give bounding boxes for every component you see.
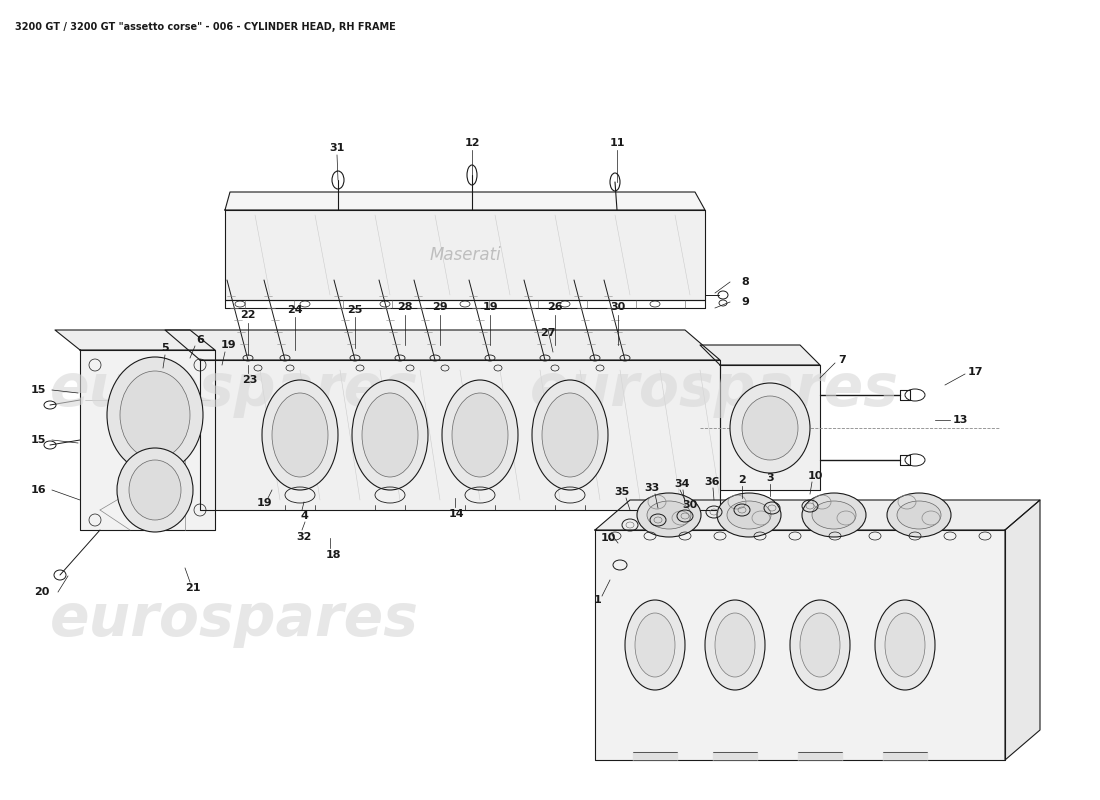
Ellipse shape (705, 600, 764, 690)
Text: 30: 30 (610, 302, 626, 312)
Ellipse shape (802, 493, 866, 537)
Text: 19: 19 (220, 340, 235, 350)
Ellipse shape (717, 493, 781, 537)
Text: 33: 33 (645, 483, 660, 493)
Text: 9: 9 (741, 297, 749, 307)
Text: 30: 30 (682, 500, 697, 510)
Ellipse shape (896, 501, 940, 529)
Polygon shape (720, 365, 820, 490)
Ellipse shape (532, 380, 608, 490)
Ellipse shape (442, 380, 518, 490)
Text: 27: 27 (540, 328, 556, 338)
Text: 10: 10 (807, 471, 823, 481)
Ellipse shape (452, 393, 508, 477)
Ellipse shape (647, 501, 691, 529)
Text: 20: 20 (34, 587, 50, 597)
Text: 3200 GT / 3200 GT "assetto corse" - 006 - CYLINDER HEAD, RH FRAME: 3200 GT / 3200 GT "assetto corse" - 006 … (15, 22, 396, 32)
Text: eurospares: eurospares (50, 362, 419, 418)
Ellipse shape (727, 501, 771, 529)
Ellipse shape (887, 493, 952, 537)
Text: 13: 13 (953, 415, 968, 425)
Ellipse shape (874, 600, 935, 690)
Polygon shape (632, 752, 676, 760)
Ellipse shape (715, 613, 755, 677)
Polygon shape (226, 210, 705, 300)
Text: 24: 24 (287, 305, 303, 315)
Ellipse shape (730, 383, 810, 473)
Polygon shape (798, 752, 842, 760)
Text: 5: 5 (162, 343, 168, 353)
Text: eurospares: eurospares (50, 591, 419, 649)
Ellipse shape (117, 448, 192, 532)
Text: 6: 6 (196, 335, 204, 345)
Text: 4: 4 (300, 511, 308, 521)
Text: 8: 8 (741, 277, 749, 287)
Ellipse shape (107, 357, 204, 473)
Polygon shape (80, 350, 214, 530)
Ellipse shape (272, 393, 328, 477)
Polygon shape (595, 530, 1005, 760)
Text: eurospares: eurospares (530, 362, 899, 418)
Ellipse shape (129, 460, 182, 520)
Text: 15: 15 (31, 435, 46, 445)
Text: 21: 21 (185, 583, 200, 593)
Text: Maserati: Maserati (429, 246, 500, 264)
Text: 17: 17 (967, 367, 982, 377)
Text: 14: 14 (449, 509, 465, 519)
Text: 11: 11 (609, 138, 625, 148)
Polygon shape (55, 330, 215, 350)
Text: 28: 28 (397, 302, 412, 312)
Polygon shape (1005, 500, 1040, 760)
Polygon shape (700, 345, 820, 365)
Text: 19: 19 (257, 498, 273, 508)
Ellipse shape (886, 613, 925, 677)
Ellipse shape (637, 493, 701, 537)
Polygon shape (883, 752, 927, 760)
Polygon shape (713, 752, 757, 760)
Text: 16: 16 (30, 485, 46, 495)
Ellipse shape (742, 396, 797, 460)
Ellipse shape (352, 380, 428, 490)
Text: 15: 15 (31, 385, 46, 395)
Text: 36: 36 (704, 477, 719, 487)
Text: 26: 26 (547, 302, 563, 312)
Text: 23: 23 (242, 375, 257, 385)
Ellipse shape (625, 600, 685, 690)
Text: 31: 31 (329, 143, 344, 153)
Text: 12: 12 (464, 138, 480, 148)
Polygon shape (226, 192, 705, 210)
Polygon shape (165, 330, 720, 360)
Polygon shape (200, 360, 720, 510)
Text: 7: 7 (838, 355, 846, 365)
Text: 1: 1 (594, 595, 602, 605)
Polygon shape (595, 500, 1040, 530)
Ellipse shape (812, 501, 856, 529)
Text: 3: 3 (767, 473, 773, 483)
Text: 35: 35 (615, 487, 629, 497)
Ellipse shape (800, 613, 840, 677)
Text: 25: 25 (348, 305, 363, 315)
Ellipse shape (120, 371, 190, 459)
Ellipse shape (262, 380, 338, 490)
Ellipse shape (635, 613, 675, 677)
Text: 19: 19 (482, 302, 498, 312)
Text: 34: 34 (674, 479, 690, 489)
Text: 22: 22 (240, 310, 255, 320)
Ellipse shape (790, 600, 850, 690)
Text: 29: 29 (432, 302, 448, 312)
Text: 10: 10 (601, 533, 616, 543)
Text: 2: 2 (738, 475, 746, 485)
Text: 32: 32 (296, 532, 311, 542)
Text: 18: 18 (326, 550, 341, 560)
Ellipse shape (542, 393, 598, 477)
Ellipse shape (362, 393, 418, 477)
